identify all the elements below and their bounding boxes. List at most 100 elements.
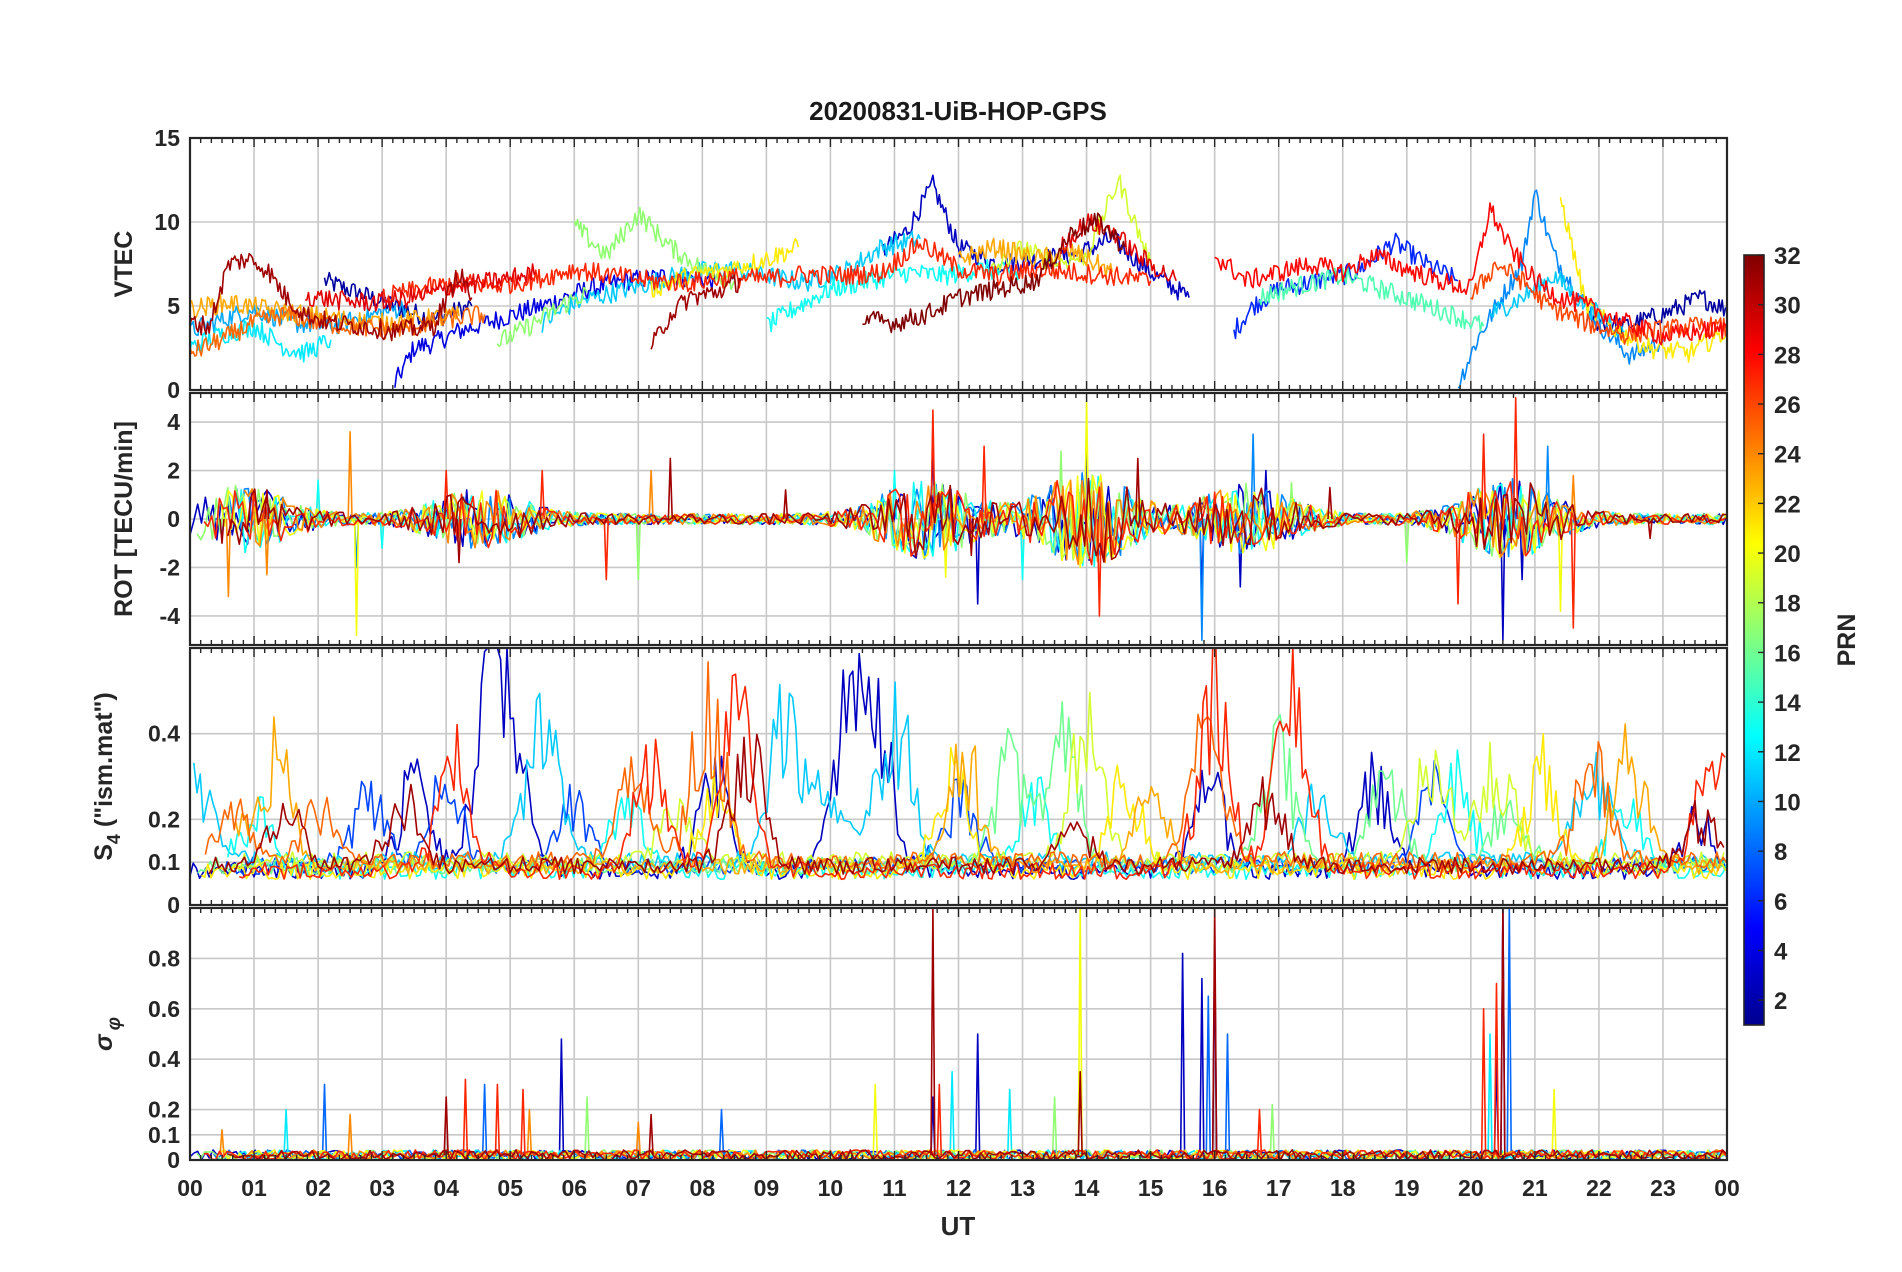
y-tick-label: 0 <box>167 892 180 918</box>
series-prn-29 <box>305 263 537 312</box>
x-tick-label: 17 <box>1266 1175 1292 1201</box>
x-tick-label: 20 <box>1458 1175 1484 1201</box>
colorbar-tick-label: 6 <box>1774 889 1787 916</box>
x-tick-label: 08 <box>690 1175 716 1201</box>
series-prn-32 <box>862 212 1126 334</box>
panel-s4-traces <box>190 648 1727 881</box>
y-tick-label: 2 <box>167 458 180 484</box>
series-prn-11 <box>1489 271 1625 336</box>
panel-vtec-ticks <box>189 138 1728 390</box>
series-prn-19 <box>230 691 1725 870</box>
x-tick-label: 15 <box>1138 1175 1164 1201</box>
series-prn-24 <box>225 431 1725 598</box>
panel-vtec-traces <box>190 174 1727 389</box>
colorbar-tick-label: 16 <box>1774 640 1801 667</box>
y-tick-label: 0 <box>167 506 180 532</box>
series-prn-27 <box>204 982 1727 1160</box>
y-tick-label: 15 <box>154 125 180 151</box>
panel-vtec: 0 5 10 15 VTEC <box>110 125 1729 403</box>
x-tick-label: 12 <box>946 1175 972 1201</box>
colorbar-tick-label: 18 <box>1774 591 1801 618</box>
y-axis-label-main: S <box>90 844 118 861</box>
y-tick-label: 0.4 <box>148 721 180 747</box>
y-tick-label: 0.6 <box>148 996 180 1022</box>
y-tick-label: -2 <box>160 554 180 580</box>
x-tick-label: 23 <box>1650 1175 1676 1201</box>
x-tick-label: 07 <box>625 1175 651 1201</box>
panel-sigma-ticks <box>189 908 1728 1160</box>
series-prn-9 <box>213 433 1725 641</box>
series-prn-15 <box>1258 266 1485 332</box>
x-tick-label: 10 <box>818 1175 844 1201</box>
colorbar-label: PRN <box>1833 614 1861 667</box>
x-tick-label: 22 <box>1586 1175 1612 1201</box>
y-axis-label-rest: ("ism.mat") <box>90 692 118 834</box>
series-prn-9 <box>1457 189 1664 389</box>
series-prn-27 <box>238 648 1726 881</box>
y-axis-label-sub: 4 <box>104 834 124 844</box>
y-axis-label-vtec: VTEC <box>110 231 138 298</box>
series-prn-31 <box>650 274 742 350</box>
x-tick-label: 16 <box>1202 1175 1228 1201</box>
y-tick-label: 0.4 <box>148 1046 180 1072</box>
colorbar-tick-label: 24 <box>1774 442 1801 469</box>
y-tick-label: 5 <box>167 293 180 319</box>
y-tick-label: 4 <box>167 409 180 435</box>
panel-rot: -4 -2 0 2 4 ROT [TECU/min] <box>110 391 1729 647</box>
x-tick-label: 04 <box>433 1175 459 1201</box>
y-tick-label: 0.2 <box>148 806 180 832</box>
series-prn-29 <box>1060 213 1177 282</box>
colorbar-tick-label: 2 <box>1774 988 1787 1015</box>
x-axis-label: UT <box>941 1211 976 1241</box>
x-tick-label: 18 <box>1330 1175 1356 1201</box>
x-axis: 00 01 02 03 04 05 06 07 08 09 10 11 12 13 14 15 16 17 18 19… <box>177 1175 1740 1201</box>
y-axis-label-rot: ROT [TECU/min] <box>110 421 138 617</box>
panel-sigma: 00.10.2 0.4 0.6 0.8 σφ <box>90 906 1729 1173</box>
x-tick-label: 09 <box>754 1175 780 1201</box>
series-prn-17 <box>196 450 1727 581</box>
x-tick-label: 03 <box>369 1175 395 1201</box>
y-axis-label-main: σ <box>90 1033 118 1051</box>
panel-rot-traces <box>190 397 1727 641</box>
series-prn-26 <box>1470 261 1727 345</box>
x-tick-label: 05 <box>497 1175 523 1201</box>
colorbar-tick-label: 4 <box>1774 938 1788 965</box>
series-prn-13 <box>766 259 1024 333</box>
series-prn-17 <box>496 286 588 347</box>
panel-s4-ticks <box>189 648 1728 905</box>
series-prn-6 <box>1233 232 1459 340</box>
series-prn-20 <box>219 401 1727 637</box>
series-prn-27 <box>203 397 1727 629</box>
series-prn-4 <box>394 268 716 388</box>
series-prn-17 <box>196 1096 1727 1160</box>
y-axis-label-sub: φ <box>104 1017 125 1030</box>
series-prn-31 <box>219 457 1727 564</box>
series-prn-28 <box>1214 202 1727 346</box>
colorbar-tick-label: 32 <box>1774 243 1801 270</box>
x-tick-label: 21 <box>1522 1175 1548 1201</box>
y-tick-label: 0.1 <box>148 1122 180 1148</box>
colorbar-tick-label: 10 <box>1774 789 1801 816</box>
panel-rot-ticks <box>189 393 1728 645</box>
panel-sigma-traces <box>190 908 1727 1160</box>
series-prn-3 <box>881 174 1190 301</box>
series-prn-27 <box>381 237 1152 304</box>
chart-title: 20200831-UiB-HOP-GPS <box>809 96 1107 126</box>
y-tick-label: 0 <box>167 377 180 403</box>
x-tick-label: 19 <box>1394 1175 1420 1201</box>
x-tick-label: 00 <box>1714 1175 1740 1201</box>
colorbar-tick-label: 20 <box>1774 541 1801 568</box>
series-prn-31 <box>190 252 473 342</box>
panel-s4: 0 0.1 0.2 0.4 S4 ("ism.mat") <box>90 646 1729 918</box>
y-tick-label: 10 <box>154 209 180 235</box>
x-tick-label: 00 <box>177 1175 203 1201</box>
series-prn-11 <box>541 230 921 333</box>
series-prn-13 <box>237 469 1725 581</box>
series-prn-31 <box>208 733 1725 875</box>
colorbar-tick-label: 12 <box>1774 740 1801 767</box>
colorbar-gradient <box>1743 254 1765 1026</box>
y-tick-label: 0.2 <box>148 1097 180 1123</box>
colorbar-tick-label: 14 <box>1774 690 1801 717</box>
